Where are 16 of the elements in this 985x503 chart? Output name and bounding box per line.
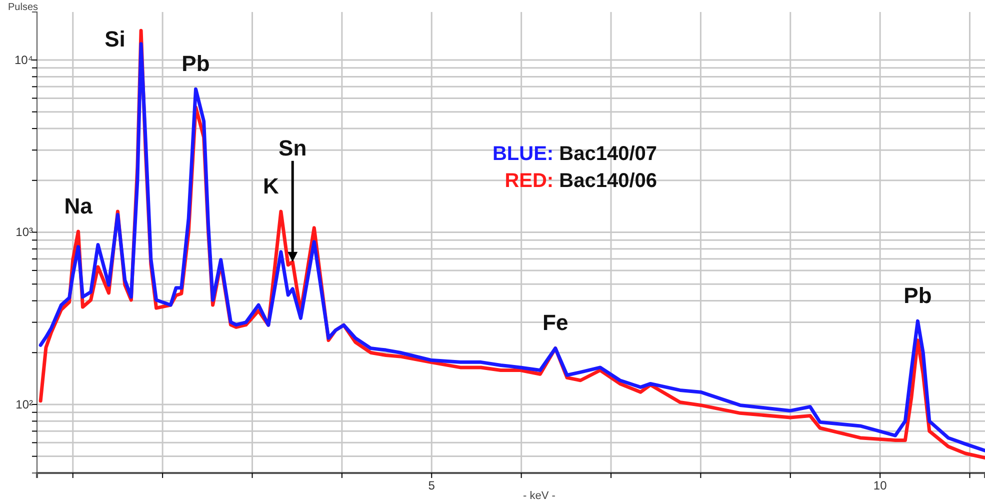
annotation: K [263,173,280,198]
annotation: Sn [278,136,307,161]
x-tick-label: 5 [428,478,436,493]
annotation: Na [64,193,94,218]
annotation: Pb [182,50,210,76]
y-tick-label: 10³ [16,225,34,240]
x-tick-label: 10 [873,478,888,493]
text: RED: Bac140/06 [504,170,657,192]
y-axis-title: Pulses [8,2,38,13]
annotation: Si [104,26,126,52]
y-tick-label: 10⁴ [14,52,33,67]
annotation: Pb [904,282,932,308]
text: BLUE: Bac140/07 [492,143,657,165]
x-axis-title: - keV - [523,490,556,502]
y-tick-label: 10² [16,397,34,412]
annotation: Fe [542,310,568,336]
